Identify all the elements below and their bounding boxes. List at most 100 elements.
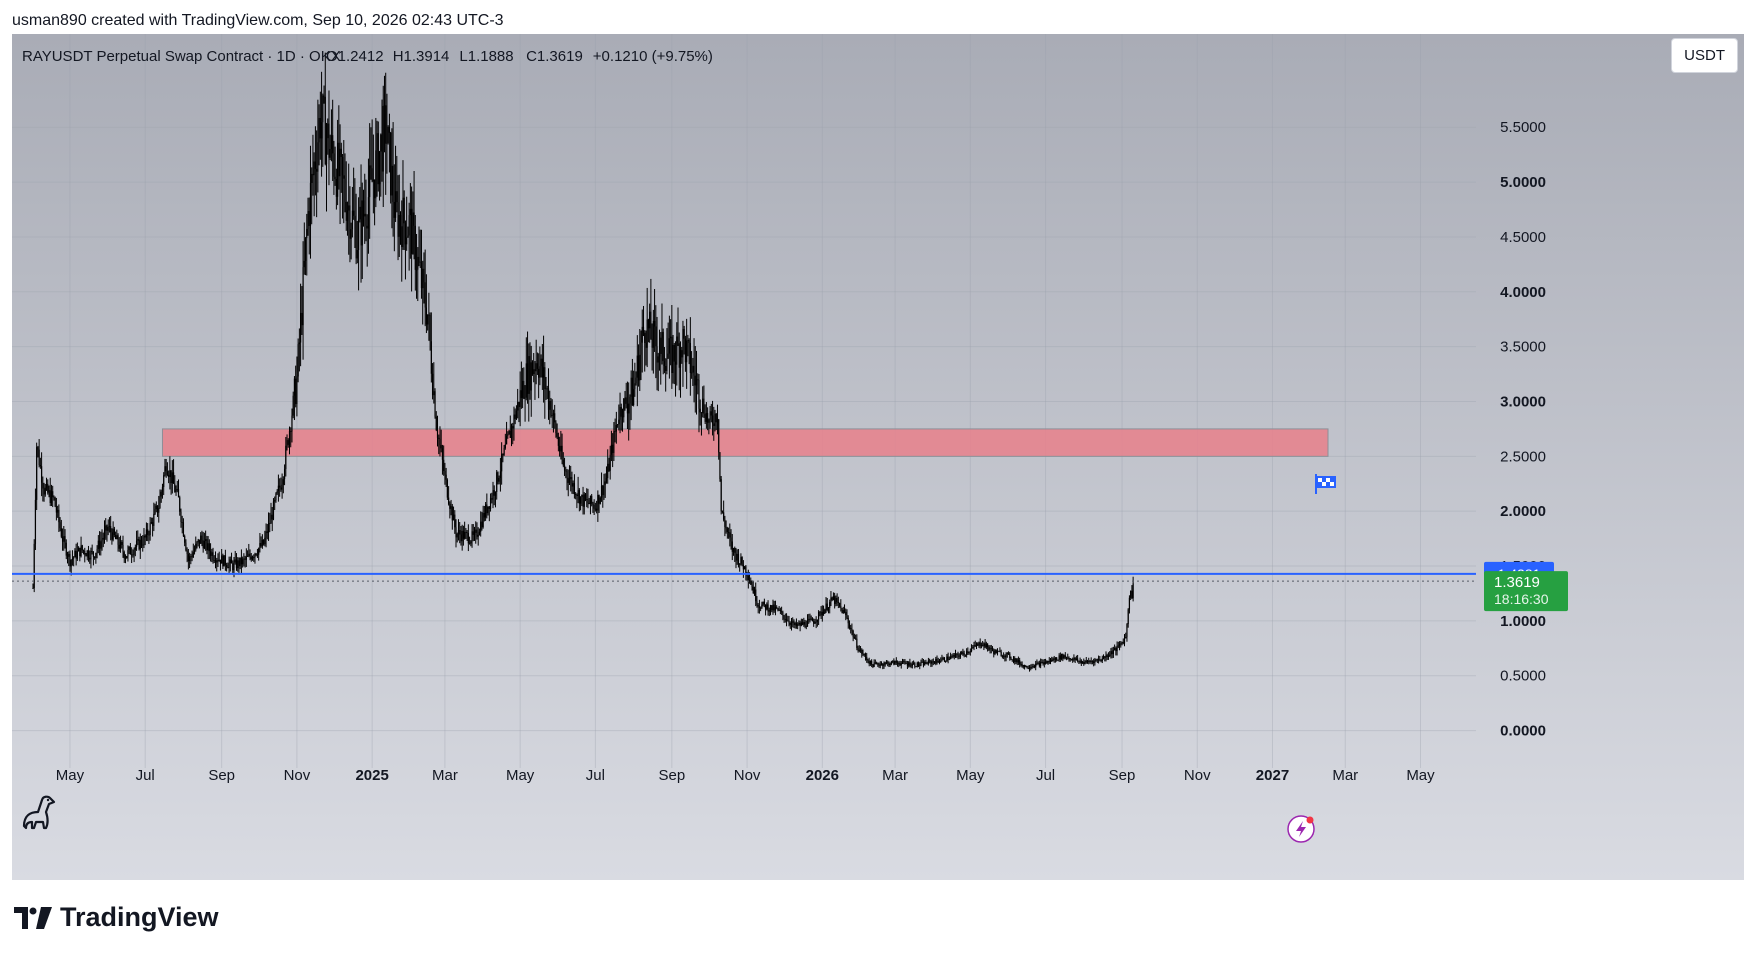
candle-body [184, 536, 186, 543]
candle-body [929, 660, 931, 662]
candle-body [528, 356, 530, 394]
candle-body [58, 509, 60, 523]
candle-body [834, 596, 836, 604]
candle-body [1014, 658, 1016, 663]
candle-body [612, 444, 614, 453]
candle-body [898, 662, 900, 665]
candle-body [138, 538, 140, 550]
candle-body [485, 504, 487, 518]
candle-body [731, 541, 733, 552]
candle-body [1001, 656, 1003, 657]
candle-body [531, 362, 534, 375]
candle-body [1020, 664, 1022, 665]
tradingview-wordmark: TradingView [60, 902, 219, 932]
candle-body [239, 557, 241, 567]
candle-body [427, 314, 429, 325]
ohlc-values: O1.2412 H1.3914 L1.1888 C1.3619 +0.1210 (+9.… [326, 48, 713, 65]
x-tick-label: 2025 [355, 767, 388, 784]
candle-body [286, 440, 288, 446]
candle-body [599, 497, 601, 504]
candle-body [644, 332, 646, 343]
price-chart[interactable]: 0.00000.50001.00001.50002.00002.50003.00… [12, 34, 1744, 880]
candle-body [895, 660, 897, 663]
candle-body [687, 339, 689, 341]
candle-body [272, 501, 275, 520]
candle-body [280, 487, 282, 490]
candle-body [482, 513, 484, 528]
x-tick-label: May [506, 767, 535, 784]
y-tick-label: 0.0000 [1500, 723, 1546, 740]
candle-body [919, 664, 921, 666]
candle-body [932, 661, 934, 663]
candle-body [573, 483, 576, 495]
candle-body [213, 560, 215, 561]
candle-body [774, 607, 777, 611]
candle-body [180, 511, 182, 522]
candle-body [803, 621, 805, 625]
candle-body [1012, 658, 1015, 661]
candle-body [810, 618, 812, 620]
candle-body [631, 377, 633, 406]
candle-body [460, 534, 462, 542]
candle-body [292, 395, 294, 416]
candle-body [1058, 655, 1060, 661]
candle-body [181, 521, 183, 523]
candle-body [781, 611, 783, 613]
candle-body [45, 483, 48, 488]
candle-body [914, 663, 916, 667]
checkered-flag-icon[interactable] [1315, 474, 1336, 494]
candle-body [1125, 637, 1127, 639]
lightning-bolt-icon[interactable] [1287, 815, 1315, 843]
candle-body [481, 521, 483, 528]
ohlc-value: O1.2412 [326, 48, 384, 65]
x-tick-label: May [956, 767, 985, 784]
x-tick-label: Jul [1036, 767, 1055, 784]
candle-body [508, 430, 510, 435]
candle-body [276, 490, 278, 494]
candle-body [504, 444, 506, 449]
candle-body [953, 655, 955, 657]
chart-panel[interactable]: 0.00000.50001.00001.50002.00002.50003.00… [12, 34, 1744, 880]
candle-body [1080, 660, 1082, 664]
candle-body [394, 191, 397, 218]
tradingview-logo[interactable]: TradingView [14, 902, 219, 933]
candle-body [92, 551, 95, 557]
candle-body [265, 531, 267, 538]
candle-body [412, 212, 414, 254]
candle-body [565, 470, 567, 472]
candle-body [637, 355, 640, 381]
candle-body [69, 554, 71, 567]
candle-body [883, 664, 885, 666]
candle-body [858, 649, 860, 651]
candle-body [121, 541, 123, 545]
candle-body [300, 312, 302, 343]
candle-body [44, 487, 46, 495]
candle-body [172, 472, 175, 484]
candle-body [596, 508, 598, 511]
candle-body [473, 532, 476, 535]
candle-body [547, 388, 550, 410]
candle-body [948, 658, 950, 660]
currency-selector-button[interactable]: USDT [1671, 38, 1738, 73]
candle-body [357, 219, 360, 251]
candle-body [859, 649, 862, 651]
candle-body [535, 363, 537, 372]
candle-body [968, 651, 970, 653]
candle-body [681, 350, 683, 358]
candle-body [255, 553, 257, 555]
candle-body [1037, 662, 1039, 664]
candle-body [196, 542, 198, 544]
ohlc-value: +0.1210 (+9.75%) [593, 48, 713, 65]
candle-body [984, 643, 986, 648]
candle-body [1021, 664, 1023, 667]
candle-body [974, 645, 976, 646]
candle-body [526, 363, 529, 394]
candle-body [399, 215, 402, 227]
candle-body [230, 559, 233, 564]
candle-body [922, 661, 925, 666]
candle-body [912, 663, 915, 665]
candle-body [472, 531, 474, 535]
candle-body [1126, 624, 1128, 638]
candle-body [808, 618, 810, 621]
candle-body [486, 504, 488, 514]
